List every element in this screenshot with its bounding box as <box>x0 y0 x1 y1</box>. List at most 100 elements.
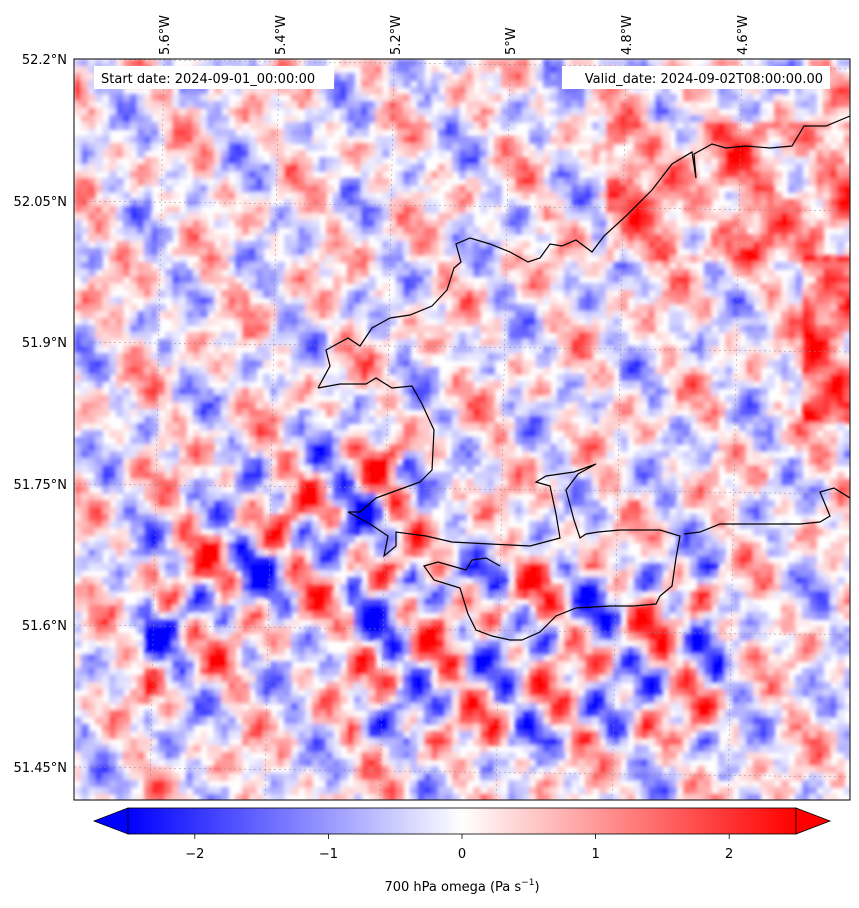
field-cell <box>508 262 516 270</box>
field-cell <box>669 409 677 417</box>
field-cell <box>354 374 362 382</box>
field-cell <box>242 220 250 228</box>
field-cell <box>151 87 159 95</box>
field-cell <box>711 171 719 179</box>
field-cell <box>571 311 579 319</box>
field-cell <box>95 234 103 242</box>
field-cell <box>592 248 600 256</box>
field-cell <box>669 171 677 179</box>
field-cell <box>536 206 544 214</box>
field-cell <box>193 416 201 424</box>
field-cell <box>522 59 530 67</box>
field-cell <box>200 171 208 179</box>
field-cell <box>585 360 593 368</box>
field-cell <box>305 297 313 305</box>
field-cell <box>725 213 733 221</box>
field-cell <box>578 234 586 242</box>
field-cell <box>403 108 411 116</box>
field-cell <box>557 80 565 88</box>
field-cell <box>760 318 768 326</box>
field-cell <box>788 402 796 410</box>
field-cell <box>795 178 803 186</box>
field-cell <box>697 206 705 214</box>
field-cell <box>431 185 439 193</box>
field-cell <box>438 234 446 242</box>
field-cell <box>753 129 761 137</box>
field-cell <box>592 192 600 200</box>
field-cell <box>480 206 488 214</box>
field-cell <box>410 220 418 228</box>
field-cell <box>830 73 838 81</box>
field-cell <box>102 59 110 67</box>
field-cell <box>830 206 838 214</box>
field-cell <box>753 241 761 249</box>
field-cell <box>606 241 614 249</box>
field-cell <box>662 199 670 207</box>
field-cell <box>228 346 236 354</box>
field-cell <box>753 227 761 235</box>
field-cell <box>823 374 831 382</box>
field-cell <box>697 423 705 431</box>
field-cell <box>319 290 327 298</box>
field-cell <box>431 332 439 340</box>
field-cell <box>711 122 719 130</box>
field-cell <box>228 353 236 361</box>
field-cell <box>333 73 341 81</box>
field-cell <box>284 381 292 389</box>
field-cell <box>774 129 782 137</box>
field-cell <box>242 297 250 305</box>
field-cell <box>459 304 467 312</box>
field-cell <box>417 304 425 312</box>
field-cell <box>550 276 558 284</box>
field-cell <box>550 395 558 403</box>
field-cell <box>312 423 320 431</box>
field-cell <box>564 346 572 354</box>
field-cell <box>333 430 341 438</box>
field-cell <box>158 136 166 144</box>
field-cell <box>116 318 124 326</box>
field-cell <box>536 157 544 165</box>
field-cell <box>543 66 551 74</box>
field-cell <box>193 346 201 354</box>
field-cell <box>319 143 327 151</box>
field-cell <box>648 346 656 354</box>
field-cell <box>235 325 243 333</box>
field-cell <box>494 234 502 242</box>
field-cell <box>179 94 187 102</box>
field-cell <box>508 94 516 102</box>
field-cell <box>746 136 754 144</box>
field-cell <box>564 157 572 165</box>
field-cell <box>193 402 201 410</box>
field-cell <box>277 157 285 165</box>
field-cell <box>466 395 474 403</box>
field-cell <box>221 241 229 249</box>
field-cell <box>200 220 208 228</box>
field-cell <box>844 255 850 263</box>
field-cell <box>613 318 621 326</box>
field-cell <box>284 339 292 347</box>
field-cell <box>445 213 453 221</box>
field-cell <box>613 206 621 214</box>
field-cell <box>795 122 803 130</box>
field-cell <box>193 115 201 123</box>
field-cell <box>312 122 320 130</box>
field-cell <box>802 346 810 354</box>
field-cell <box>333 297 341 305</box>
field-cell <box>340 80 348 88</box>
field-cell <box>305 136 313 144</box>
field-cell <box>123 409 131 417</box>
field-cell <box>256 248 264 256</box>
field-cell <box>529 416 537 424</box>
field-cell <box>844 339 850 347</box>
field-cell <box>788 262 796 270</box>
field-cell <box>627 164 635 172</box>
field-cell <box>704 297 712 305</box>
field-cell <box>480 157 488 165</box>
field-cell <box>571 339 579 347</box>
field-cell <box>172 318 180 326</box>
field-cell <box>242 129 250 137</box>
field-cell <box>802 262 810 270</box>
field-cell <box>466 388 474 396</box>
field-cell <box>732 192 740 200</box>
field-cell <box>375 178 383 186</box>
